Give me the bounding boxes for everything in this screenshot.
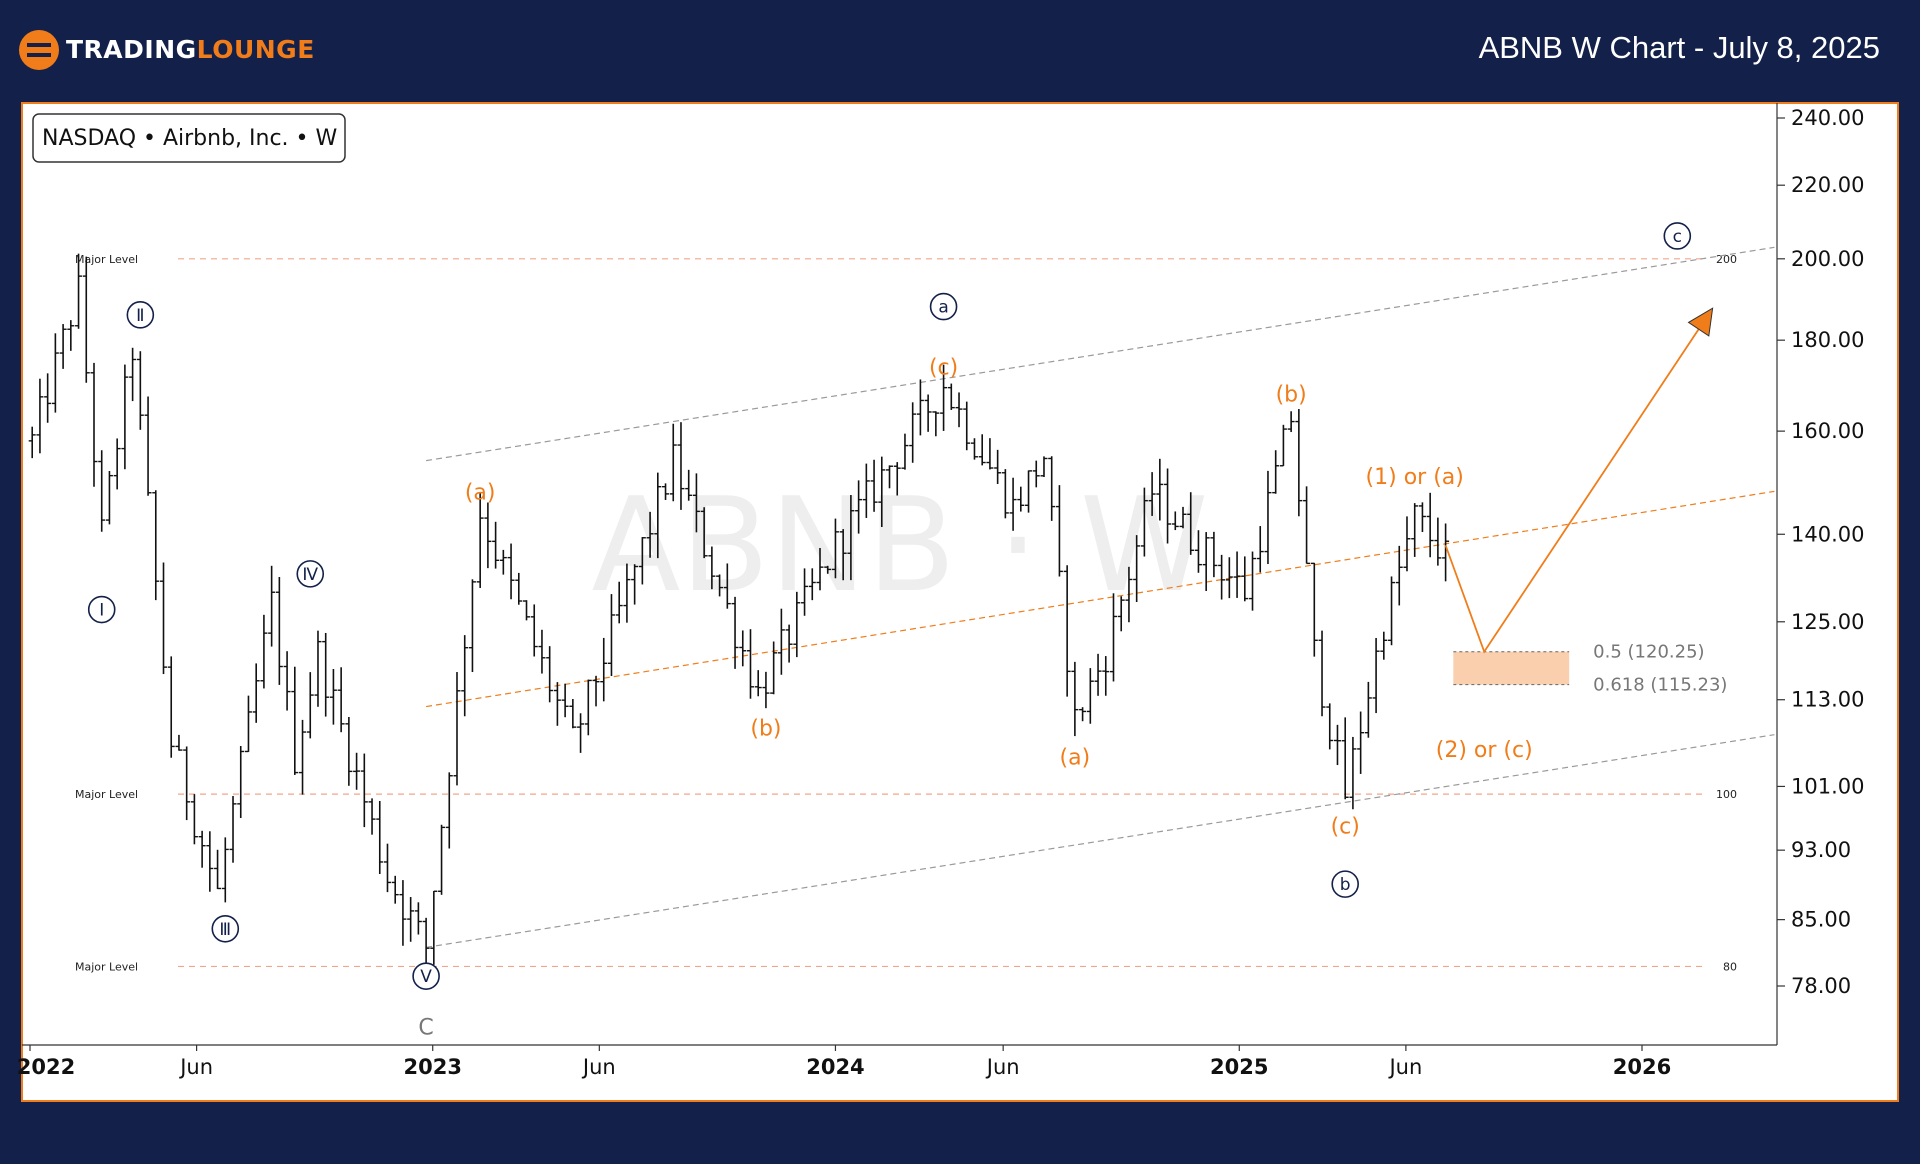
fib-target-zone: 0.5 (120.25) 0.618 (115.23) [1453, 642, 1727, 696]
wave-label-circle [87, 595, 116, 624]
x-tick-label: 2025 [1210, 1055, 1268, 1079]
watermark-text: ABNB · W [591, 469, 1208, 621]
brand-logo[interactable]: TRADINGLOUNGE [19, 30, 315, 70]
channel-line-lower [426, 734, 1775, 948]
wave-label-circle [211, 914, 240, 943]
wave-label-circle [412, 962, 440, 990]
projection-arrowhead-icon [1687, 307, 1714, 337]
y-tick-label: 180.00 [1791, 328, 1864, 352]
major-level-value: 80 [1723, 960, 1737, 973]
y-tick-label: 93.00 [1791, 838, 1851, 862]
y-tick-label: 113.00 [1791, 688, 1864, 712]
brand-name-part2: LOUNGE [197, 35, 315, 64]
wave-label-circle [1331, 870, 1359, 898]
wave-label-circle [929, 292, 958, 321]
y-tick-label: 200.00 [1791, 247, 1864, 271]
wave-label: (b) [750, 717, 781, 742]
wave-label-circle [126, 301, 155, 329]
y-tick-label: 85.00 [1791, 908, 1851, 932]
major-level-label: Major Level [75, 253, 138, 266]
x-tick-label: Jun [178, 1055, 213, 1079]
y-tick-label: 101.00 [1791, 774, 1864, 798]
wave-label-circle [1663, 222, 1692, 250]
projection-path [1444, 307, 1714, 654]
wave-label: Ⅲ [219, 920, 231, 940]
brand-name-part1: TRADING [66, 35, 197, 64]
logo-bar-bottom [27, 53, 51, 57]
wave-label: Ⅰ [99, 601, 104, 621]
wave-label: (a) [1060, 745, 1091, 770]
wave-label: Ⅱ [136, 306, 144, 326]
wave-label: (b) [1276, 382, 1307, 407]
x-tick-label: Jun [985, 1055, 1020, 1079]
wave-label: Ⅳ [302, 565, 318, 585]
major-level-label: Major Level [75, 960, 138, 973]
x-tick-label: 2022 [17, 1055, 75, 1079]
wave-label: c [1673, 227, 1682, 247]
x-tick-label: Jun [581, 1055, 616, 1079]
y-tick-label: 125.00 [1791, 610, 1864, 634]
fib-zone-box [1453, 651, 1570, 685]
header-bar: TRADINGLOUNGE ABNB W Chart - July 8, 202… [19, 30, 1880, 70]
chart-plot-area[interactable]: ABNB · W Major Level 200 Major Level 100 Maj… [28, 222, 1775, 1041]
wave-label-circle [296, 560, 325, 588]
symbol-label-box[interactable]: NASDAQ • Airbnb, Inc. • W [32, 113, 346, 163]
major-level-value: 200 [1716, 253, 1737, 266]
y-tick-label: 78.00 [1791, 974, 1851, 998]
wave-label: C [418, 1016, 433, 1041]
logo-mark-icon [19, 30, 59, 70]
brand-name: TRADINGLOUNGE [66, 35, 315, 64]
major-level-label: Major Level [75, 788, 138, 801]
wave-label: Ⅴ [420, 967, 432, 987]
major-level-value: 100 [1716, 788, 1737, 801]
wave-label: (1) or (a) [1366, 465, 1464, 490]
y-tick-label: 220.00 [1791, 173, 1864, 197]
fib-level-label: 0.618 (115.23) [1593, 675, 1727, 696]
x-axis: 2022 Jun 2023 Jun 2024 Jun 2025 Jun 2026 [17, 1045, 1671, 1079]
wave-label: a [938, 298, 948, 318]
wave-label: b [1340, 875, 1351, 895]
wave-label: (c) [1331, 815, 1360, 840]
logo-bar-top [27, 43, 51, 47]
channel-lines [426, 246, 1775, 948]
symbol-label-text: NASDAQ • Airbnb, Inc. • W [42, 126, 338, 151]
x-tick-label: 2023 [403, 1055, 461, 1079]
channel-line-middle [426, 490, 1775, 708]
y-tick-label: 140.00 [1791, 522, 1864, 546]
wave-label: (a) [465, 480, 496, 505]
y-axis: 240.00 220.00 200.00 180.00 160.00 140.00 125.… [1777, 106, 1864, 998]
y-tick-label: 240.00 [1791, 106, 1864, 130]
wave-labels: Ⅰ Ⅱ Ⅲ Ⅳ Ⅴ C (a) (b) (c) a (a) (b) (c) b (1) or (a) (2) … [87, 222, 1692, 1041]
symbol-label-frame [32, 113, 346, 163]
x-tick-label: Jun [1387, 1055, 1422, 1079]
channel-line-upper [426, 246, 1775, 462]
y-tick-label: 160.00 [1791, 419, 1864, 443]
x-tick-label: 2024 [806, 1055, 864, 1079]
fib-level-label: 0.5 (120.25) [1593, 642, 1704, 663]
wave-label: (c) [929, 355, 958, 380]
chart-panel [21, 102, 1899, 1102]
price-bars [28, 253, 1450, 973]
wave-label: (2) or (c) [1436, 738, 1533, 763]
projection-line [1444, 314, 1709, 654]
x-tick-label: 2026 [1613, 1055, 1671, 1079]
chart-title: ABNB W Chart - July 8, 2025 [1479, 30, 1880, 65]
